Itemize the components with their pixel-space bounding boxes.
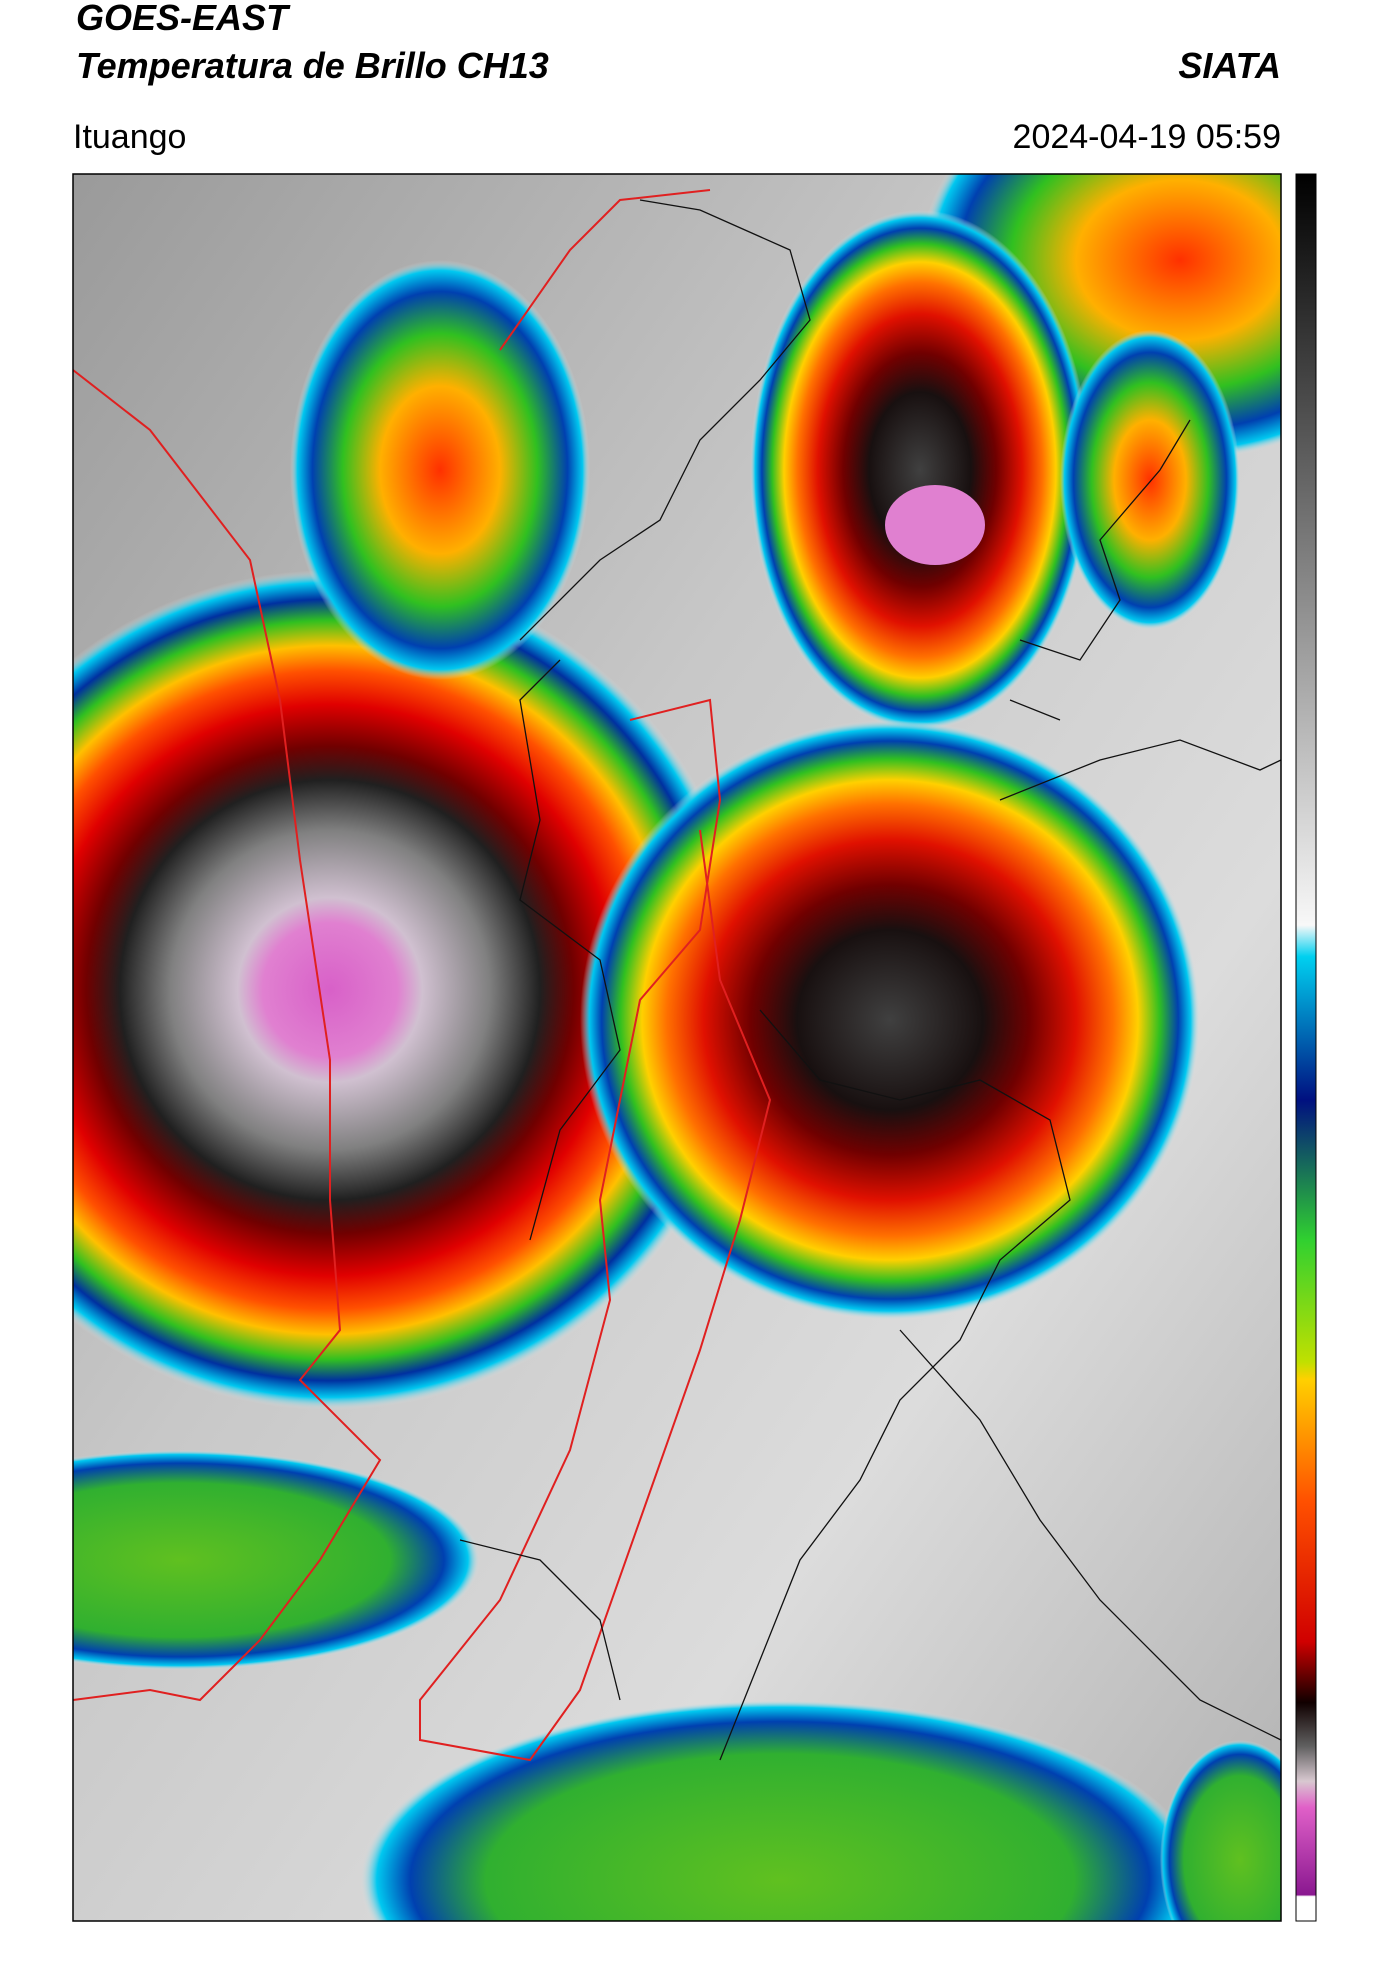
- colorbar: [1295, 173, 1317, 1922]
- satellite-image: [73, 174, 1281, 1921]
- borders: [73, 189, 1281, 1762]
- satellite: GOES-EAST: [76, 0, 291, 38]
- map-frame: [72, 173, 1282, 1922]
- agency: SIATA: [1178, 45, 1281, 86]
- location: Ituango: [73, 118, 186, 156]
- product: Temperatura de Brillo CH13: [76, 45, 549, 86]
- datetime: 2024-04-19 05:59: [1013, 118, 1281, 156]
